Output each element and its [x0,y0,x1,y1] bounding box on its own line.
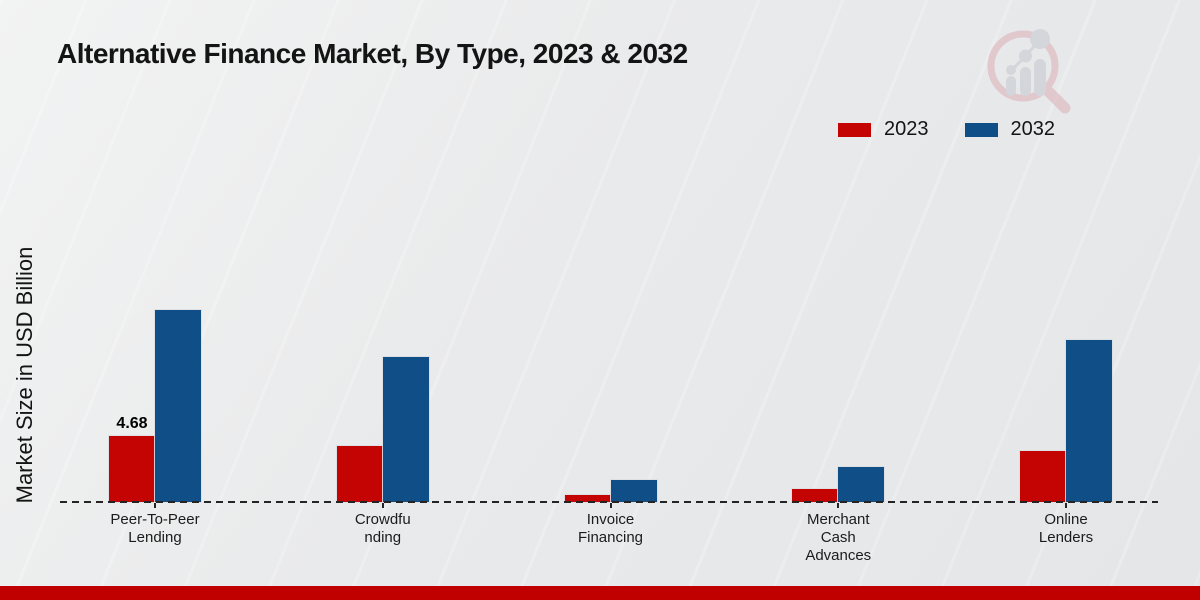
legend: 2023 2032 [838,118,1055,141]
magnifier-bar-chart-icon [987,29,1071,114]
bar-2032-1 [381,356,430,503]
bar-2023-2 [563,494,612,503]
x-axis-tick-0 [154,503,156,508]
bar-2032-2 [609,479,658,503]
bar-value-label-2023-0: 4.68 [116,415,148,432]
x-axis-tick-4 [1065,503,1067,508]
bar-2032-3 [837,466,886,503]
bar-2023-0 [108,435,156,503]
category-label-0: Peer-To-Peer Lending [110,511,200,546]
x-axis-tick-3 [837,503,840,508]
bar-2032-0 [154,309,202,503]
x-axis-baseline [60,501,1158,503]
category-label-4: Online Lenders [1038,511,1094,546]
legend-label-2023: 2023 [884,118,929,140]
x-axis-tick-1 [381,503,384,508]
category-label-1: Crowdfu nding [354,511,411,546]
x-axis-tick-2 [609,503,612,508]
legend-item-2032: 2032 [964,118,1056,141]
legend-swatch-2032 [964,122,998,137]
legend-swatch-2023 [838,122,871,137]
bar-2023-3 [791,488,840,503]
bar-2023-1 [335,445,384,503]
legend-label-2032: 2032 [1010,118,1056,140]
footer-band [0,586,1200,600]
bar-2023-4 [1019,450,1067,503]
chart-title: Alternative Finance Market, By Type, 202… [57,38,688,69]
bar-2032-4 [1065,339,1113,503]
category-label-2: Invoice Financing [577,511,644,546]
legend-item-2023: 2023 [838,118,929,141]
category-label-3: Merchant Cash Advances [805,511,872,564]
